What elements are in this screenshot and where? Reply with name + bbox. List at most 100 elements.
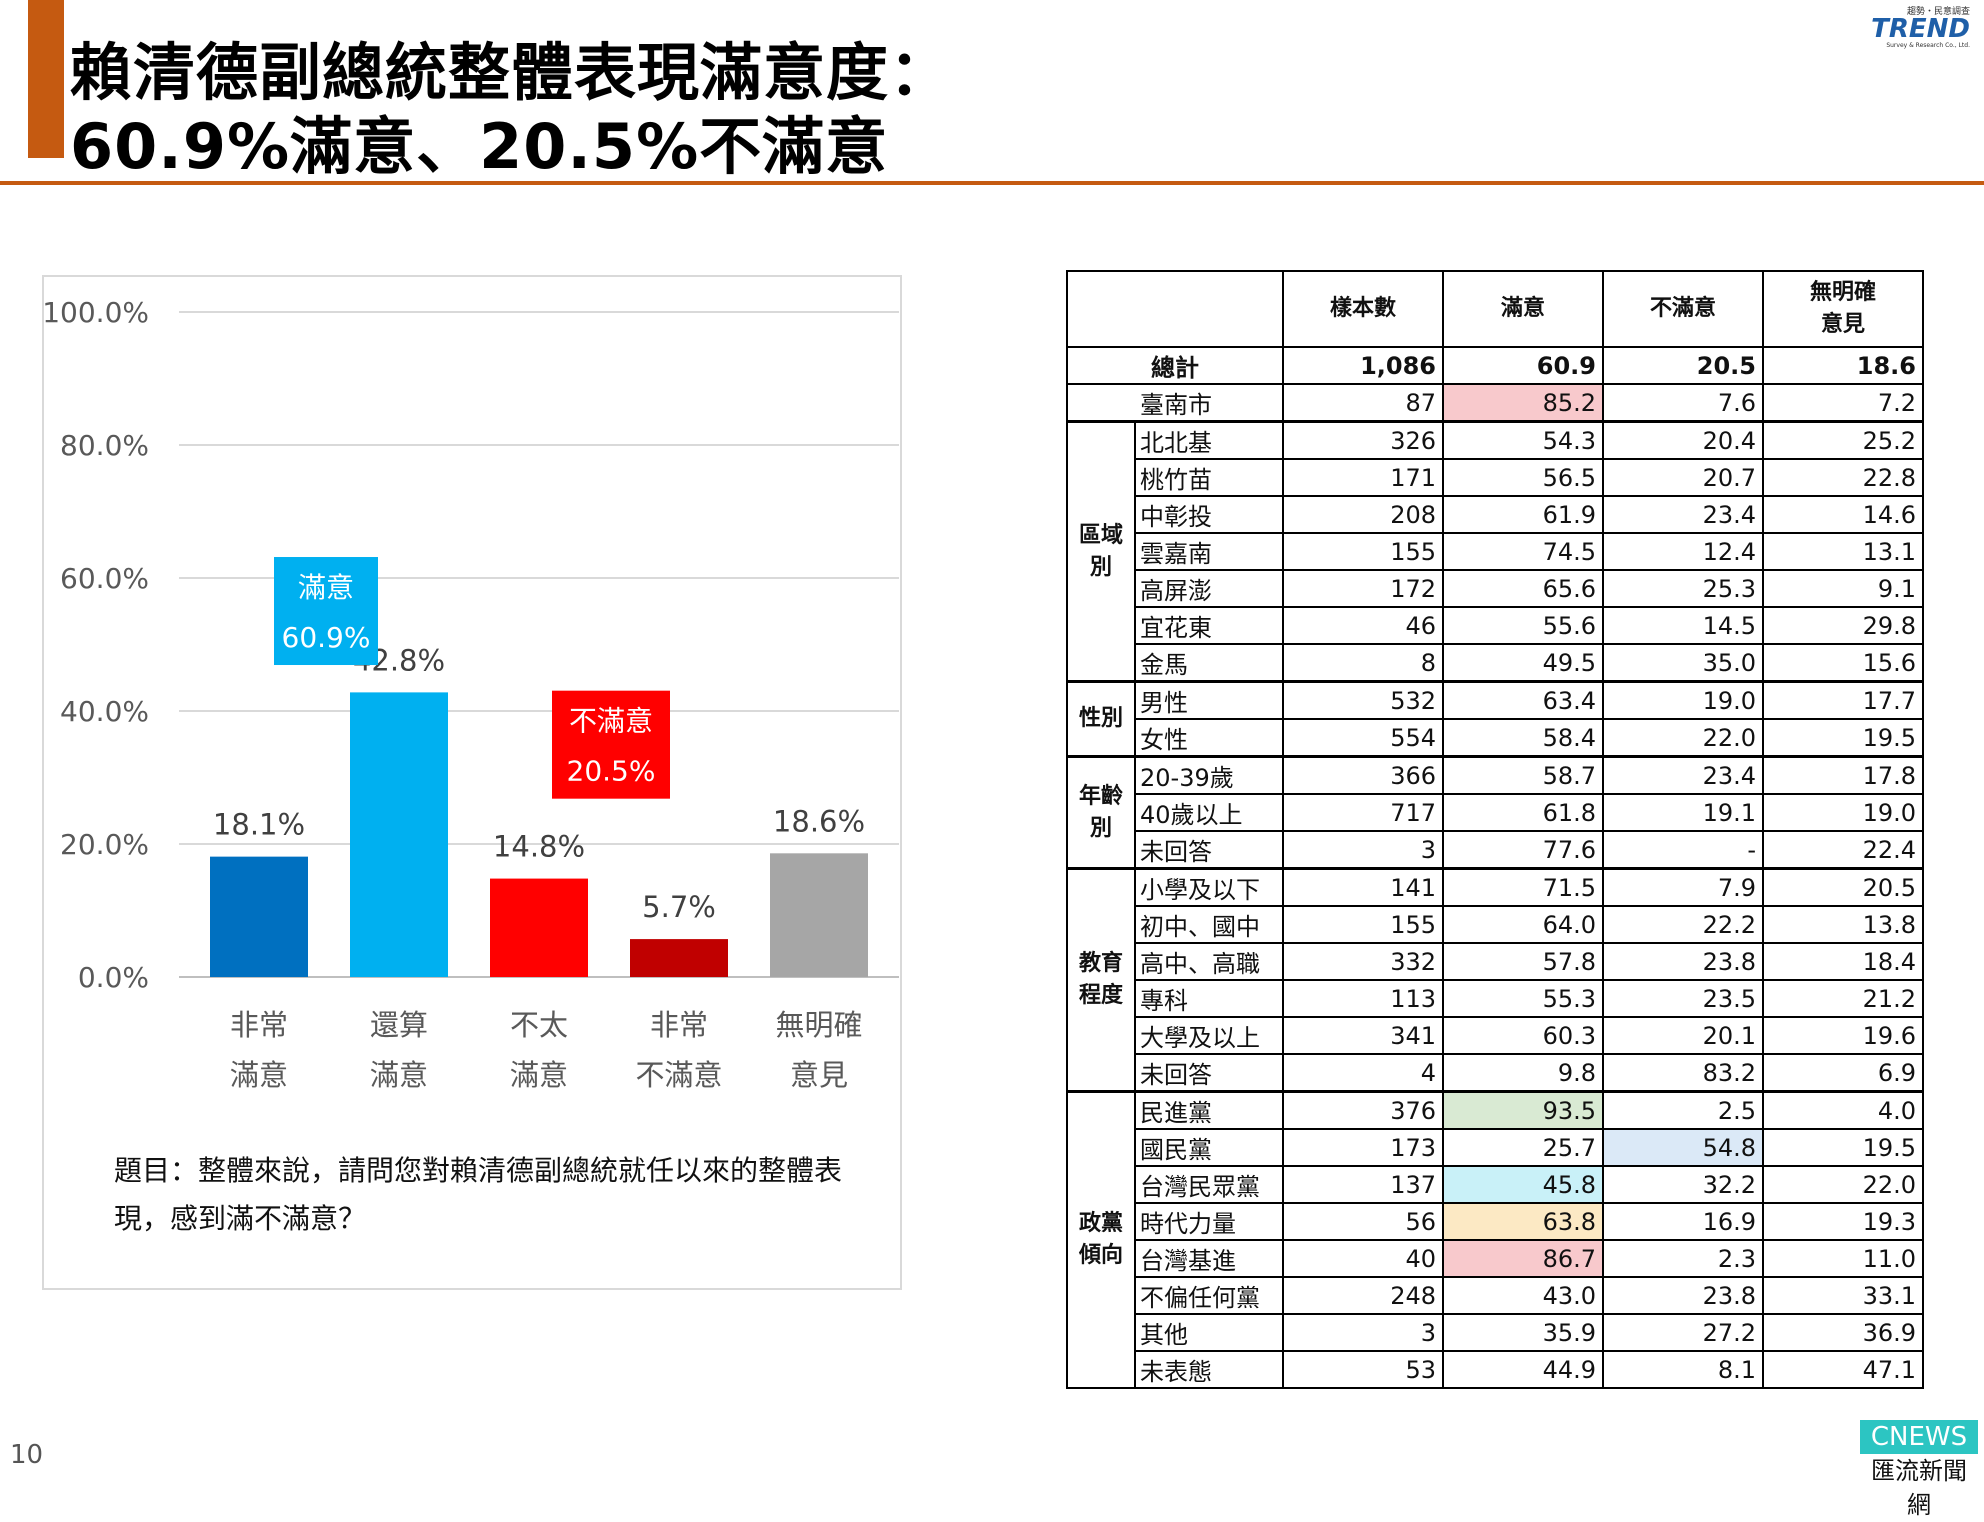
row-label: 未回答 xyxy=(1134,1053,1284,1093)
table-cell: 57.8 xyxy=(1442,942,1604,981)
page-title-line-2: 60.9%滿意、20.5%不滿意 xyxy=(70,110,889,183)
table-cell: 71.5 xyxy=(1442,867,1604,907)
group-label-line: 政黨 xyxy=(1078,1211,1123,1236)
table-row: 雲嘉南 155 74.5 12.4 13.1 xyxy=(1067,532,1924,571)
x-category-label: 非常 xyxy=(650,1008,708,1042)
group-label-line: 傾向 xyxy=(1078,1243,1123,1268)
table-cell: 14.5 xyxy=(1602,606,1764,645)
group-label-line: 別 xyxy=(1089,554,1112,580)
row-label: 國民黨 xyxy=(1134,1128,1284,1167)
table-cell: 23.4 xyxy=(1602,495,1764,534)
trend-logo: 趨勢・民意調查 TREND Survey & Research Co., Ltd… xyxy=(1858,4,1976,50)
y-tick-label: 20.0% xyxy=(60,828,149,861)
table-cell: 64.0 xyxy=(1442,905,1604,944)
table-cell: 43.0 xyxy=(1442,1276,1604,1315)
x-category-label: 不滿意 xyxy=(635,1058,722,1092)
table-cell: 19.0 xyxy=(1762,793,1924,832)
table-cell: 22.8 xyxy=(1762,458,1924,497)
table-row: 其他 3 35.9 27.2 36.9 xyxy=(1067,1313,1924,1352)
chart-panel: 0.0% 20.0% 40.0% 60.0% 80.0% 100.0% 18.1% 非常 滿意 4… xyxy=(42,275,902,1290)
crosstab-table-container: 樣本數 滿意 不滿意 無明確 意見 總計 1,086 60.9 20.5 18.6 臺南市 87 85.… xyxy=(1066,270,1924,1389)
table-cell: 20.1 xyxy=(1602,1016,1764,1055)
x-category-label: 非常 xyxy=(230,1008,288,1042)
bar-value-label: 18.6% xyxy=(773,804,865,838)
table-row: 專科 113 55.3 23.5 21.2 xyxy=(1067,979,1924,1018)
table-cell: 63.4 xyxy=(1442,680,1604,720)
table-cell: 27.2 xyxy=(1602,1313,1764,1352)
table-cell: 54.8 xyxy=(1602,1128,1764,1167)
table-cell: 326 xyxy=(1282,420,1444,460)
page-title-line-1: 賴清德副總統整體表現滿意度： xyxy=(70,36,953,109)
table-row: 未表態 53 44.9 8.1 47.1 xyxy=(1067,1350,1924,1389)
row-label: 高屏澎 xyxy=(1134,569,1284,608)
table-row: 時代力量 56 63.8 16.9 19.3 xyxy=(1067,1202,1924,1241)
table-cell: 16.9 xyxy=(1602,1202,1764,1241)
table-cell: 19.3 xyxy=(1762,1202,1924,1241)
table-cell: 15.6 xyxy=(1762,643,1924,683)
x-category-label: 無明確 xyxy=(775,1008,862,1042)
table-cell: 7.6 xyxy=(1602,383,1764,423)
row-label: 宜花東 xyxy=(1134,606,1284,645)
annotation-value: 60.9% xyxy=(282,621,371,654)
table-row: 教育 程度 小學及以下 141 71.5 7.9 20.5 xyxy=(1066,867,1924,1093)
table-row: 不偏任何黨 248 43.0 23.8 33.1 xyxy=(1067,1276,1924,1315)
total-row: 總計 1,086 60.9 20.5 18.6 xyxy=(1066,346,1924,385)
table-cell: 25.2 xyxy=(1762,420,1924,460)
x-category-label: 還算 xyxy=(370,1008,428,1042)
row-label: 不偏任何黨 xyxy=(1134,1276,1284,1315)
table-cell: 172 xyxy=(1282,569,1444,608)
table-cell: 58.4 xyxy=(1442,718,1604,758)
table-cell: 8 xyxy=(1282,643,1444,683)
table-cell: 18.4 xyxy=(1762,942,1924,981)
table-cell: 4 xyxy=(1282,1053,1444,1093)
table-cell: 22.0 xyxy=(1762,1165,1924,1204)
table-row: 金馬 8 49.5 35.0 15.6 xyxy=(1067,643,1924,683)
row-label: 北北基 xyxy=(1134,420,1284,460)
table-cell: 21.2 xyxy=(1762,979,1924,1018)
table-cell: 60.9 xyxy=(1442,346,1604,385)
table-cell: 19.1 xyxy=(1602,793,1764,832)
annotation-label: 不滿意 xyxy=(569,705,653,738)
x-category-label: 意見 xyxy=(790,1058,848,1092)
table-cell: 55.3 xyxy=(1442,979,1604,1018)
table-cell: 77.6 xyxy=(1442,830,1604,870)
column-header: 不滿意 xyxy=(1602,270,1764,348)
table-cell: 366 xyxy=(1282,755,1444,795)
table-cell: 19.6 xyxy=(1762,1016,1924,1055)
table-cell: 376 xyxy=(1282,1090,1444,1130)
table-row: 桃竹苗 171 56.5 20.7 22.8 xyxy=(1067,458,1924,497)
row-label: 雲嘉南 xyxy=(1134,532,1284,571)
table-cell: 29.8 xyxy=(1762,606,1924,645)
table-cell: 74.5 xyxy=(1442,532,1604,571)
bar xyxy=(770,853,868,977)
table-cell: 2.5 xyxy=(1602,1090,1764,1130)
row-label: 金馬 xyxy=(1134,643,1284,683)
table-cell: 8.1 xyxy=(1602,1350,1764,1389)
table-cell: 35.0 xyxy=(1602,643,1764,683)
table-cell: 32.2 xyxy=(1602,1165,1764,1204)
group-label: 性別 xyxy=(1066,680,1136,758)
annotation-box xyxy=(552,690,670,799)
title-accent-bar xyxy=(28,0,64,158)
table-cell: 3 xyxy=(1282,1313,1444,1352)
table-cell: 33.1 xyxy=(1762,1276,1924,1315)
table-cell: 23.4 xyxy=(1602,755,1764,795)
table-cell: 554 xyxy=(1282,718,1444,758)
table-cell: 53 xyxy=(1282,1350,1444,1389)
row-label: 20-39歲 xyxy=(1134,755,1284,795)
table-cell: 35.9 xyxy=(1442,1313,1604,1352)
table-row: 國民黨 173 25.7 54.8 19.5 xyxy=(1067,1128,1924,1167)
table-cell: 7.2 xyxy=(1762,383,1924,423)
table-cell: 9.1 xyxy=(1762,569,1924,608)
table-row: 高中、高職 332 57.8 23.8 18.4 xyxy=(1067,942,1924,981)
bar xyxy=(210,856,308,977)
table-row: 高屏澎 172 65.6 25.3 9.1 xyxy=(1067,569,1924,608)
table-cell: 65.6 xyxy=(1442,569,1604,608)
table-row: 政黨 傾向 民進黨 376 93.5 2.5 4.0 xyxy=(1066,1090,1924,1389)
survey-question: 題目：整體來說，請問您對賴清德副總統就任以來的整體表現，感到滿不滿意？ xyxy=(114,1154,843,1235)
group-label-line: 年齡 xyxy=(1078,783,1123,809)
table-row: 性別 男性 532 63.4 19.0 17.7 xyxy=(1066,680,1924,758)
table-cell: 14.6 xyxy=(1762,495,1924,534)
table-cell: 60.3 xyxy=(1442,1016,1604,1055)
bar-value-label: 18.1% xyxy=(213,808,305,842)
